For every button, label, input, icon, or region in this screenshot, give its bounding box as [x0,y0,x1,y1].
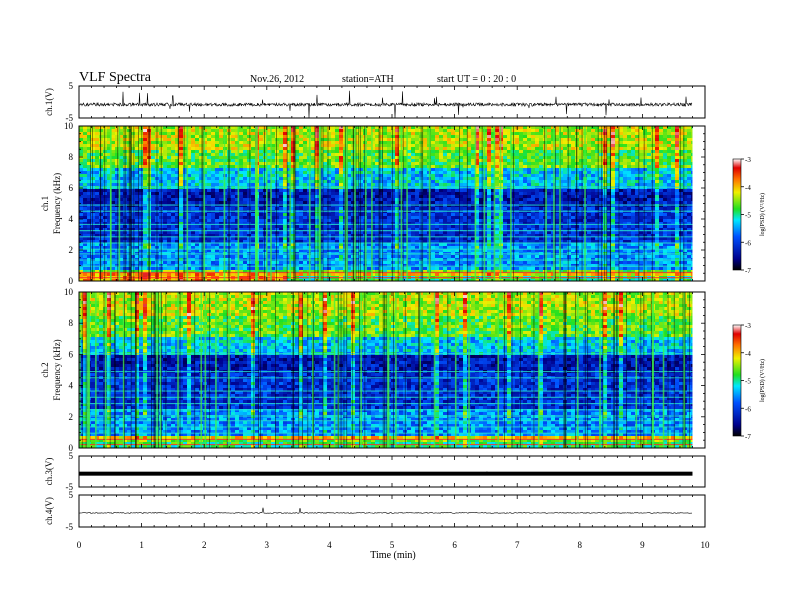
ch2-spectrogram-colorbar-tick--6: -6 [745,405,751,413]
ch2-spectrogram-colorbar-tick--3: -3 [745,322,751,330]
ch1-spectrogram-channel-label: ch.1 [40,196,50,211]
ch1-spectrogram-ylabel: Frequency (kHz) [52,173,62,234]
ch2-spectrogram-ytick-8: 8 [69,318,74,328]
ch1-spectrogram-ytick-10: 10 [64,121,74,131]
ch1-waveform-ytick--5: -5 [66,113,74,123]
ch1-waveform-trace [78,90,693,119]
ch3-waveform-ylabel: ch.3(V) [44,458,54,486]
figure-start-time: start UT = 0 : 20 : 0 [437,74,517,85]
ch1-spectrogram-ytick-2: 2 [69,245,74,255]
ch1-spectrogram-colorbar-tick--7: -7 [745,267,751,275]
ch2-spectrogram-ytick-2: 2 [69,412,74,422]
ch1-spectrogram-ytick-6: 6 [69,183,74,193]
x-tick-0: 0 [77,540,82,550]
ch1-spectrogram-ytick-0: 0 [69,276,74,286]
figure-title: VLF Spectra [79,70,151,85]
ch4-waveform-ylabel: ch.4(V) [44,497,54,525]
ch4-waveform-frame [78,494,706,528]
ch1-spectrogram-ytick-4: 4 [69,214,74,224]
ch2-spectrogram-ytick-0: 0 [69,443,74,453]
ch1-waveform-ytick-5: 5 [69,81,74,91]
ch1-spectrogram-colorbar-tick--5: -5 [745,212,751,220]
ch2-spectrogram-colorbar-tick--5: -5 [745,378,751,386]
x-tick-4: 4 [327,540,332,550]
ch1-spectrogram-colorbar [732,158,742,271]
x-tick-5: 5 [390,540,395,550]
ch1-spectrogram-cells [79,126,693,281]
x-tick-2: 2 [202,540,207,550]
ch4-waveform-trace [78,507,693,514]
x-tick-10: 10 [701,540,711,550]
ch1-spectrogram-ytick-8: 8 [69,152,74,162]
x-tick-8: 8 [578,540,583,550]
ch4-waveform-ytick--5: -5 [66,522,74,532]
ch2-spectrogram-colorbar-label: log(PSD) (V²/Hz) [759,359,766,402]
x-axis-label: Time (min) [370,550,415,561]
ch4-waveform-ytick-5: 5 [69,490,74,500]
ch1-spectrogram-colorbar-tick--4: -4 [745,184,751,192]
ch1-spectrogram-colorbar-label: log(PSD) (V²/Hz) [759,193,766,236]
ch2-spectrogram-colorbar-tick--4: -4 [745,350,751,358]
figure-date: Nov.26, 2012 [250,74,305,85]
ch3-waveform-ytick-5: 5 [69,451,74,461]
ch2-spectrogram-channel-label: ch.2 [40,362,50,377]
ch2-spectrogram-colorbar [732,324,742,437]
ch3-waveform-frame [78,455,706,488]
figure-station: station=ATH [342,74,394,85]
ch2-spectrogram-ytick-4: 4 [69,381,74,391]
ch1-waveform-ylabel: ch.1(V) [44,88,54,116]
ch1-spectrogram-colorbar-tick--3: -3 [745,156,751,164]
ch2-spectrogram-colorbar-tick--7: -7 [745,433,751,441]
ch2-spectrogram-ytick-10: 10 [64,287,74,297]
x-tick-6: 6 [452,540,457,550]
x-tick-3: 3 [265,540,270,550]
ch1-spectrogram-colorbar-tick--6: -6 [745,239,751,247]
ch2-spectrogram-ylabel: Frequency (kHz) [52,339,62,400]
x-tick-9: 9 [640,540,645,550]
ch3-waveform-ytick--5: -5 [66,482,74,492]
ch1-waveform-frame [78,85,706,119]
x-tick-1: 1 [139,540,144,550]
ch2-spectrogram-cells [79,292,693,448]
x-tick-7: 7 [515,540,520,550]
ch2-spectrogram-ytick-6: 6 [69,349,74,359]
